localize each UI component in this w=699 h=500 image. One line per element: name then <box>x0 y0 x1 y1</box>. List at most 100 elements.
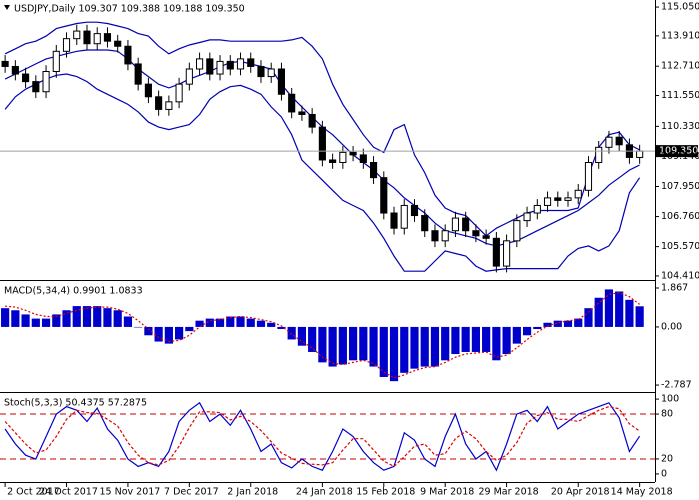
macd-bar <box>338 326 347 365</box>
candle-body <box>636 150 644 158</box>
candle-body <box>216 60 224 75</box>
macd-bar <box>226 316 235 327</box>
macd-bar <box>502 326 511 355</box>
macd-bar <box>123 316 133 327</box>
candle-body <box>503 240 511 267</box>
candle-body <box>1 60 9 67</box>
candle-body <box>52 50 60 73</box>
candle-body <box>196 58 204 70</box>
macd-bar <box>420 326 429 367</box>
macd-bar <box>185 326 194 332</box>
y-tick-label: 107.950 <box>661 181 699 192</box>
candle-body <box>206 58 214 75</box>
macd-bar <box>563 320 573 327</box>
y-tick-label: 1.867 <box>661 283 688 294</box>
candle-body <box>83 30 91 45</box>
macd-bar <box>522 326 532 336</box>
y-tick-label: 112.710 <box>661 61 699 72</box>
macd-bar <box>175 326 184 340</box>
candle-body <box>308 113 316 128</box>
candle-body <box>543 197 552 206</box>
macd-bar <box>93 306 102 327</box>
candle-body <box>462 217 470 232</box>
x-tick-label: 2 Jan 2018 <box>227 487 278 498</box>
candle-body <box>288 93 296 113</box>
macd-bar <box>297 326 307 346</box>
candle-body <box>62 38 71 52</box>
macd-bar <box>492 326 501 361</box>
last-price-label: 109.350 <box>659 146 698 157</box>
x-tick-label: 15 Nov 2017 <box>100 487 161 498</box>
candle-body <box>318 126 326 161</box>
candle-body <box>359 154 367 163</box>
x-tick-label: 9 Mar 2018 <box>420 487 474 498</box>
candle-body <box>185 68 193 85</box>
candle-body <box>329 159 337 163</box>
macd-bar <box>348 326 358 361</box>
candle-body <box>492 237 500 267</box>
macd-bar <box>72 306 81 327</box>
macd-bar <box>82 306 92 327</box>
candle-body <box>595 146 603 163</box>
x-tick-label: 29 Mar 2018 <box>478 487 538 498</box>
candle-body <box>32 81 40 93</box>
candle-body <box>554 197 562 201</box>
macd-bar <box>103 308 112 327</box>
macd-bar <box>379 326 388 377</box>
y-tick-label: -2.787 <box>661 380 692 391</box>
macd-bar <box>400 326 409 373</box>
candle-body <box>175 83 183 103</box>
panel-title: Stoch(5,3,3) 50.4375 57.2875 <box>4 398 147 409</box>
x-tick-label: 24 Oct 2017 <box>39 487 98 498</box>
macd-bar <box>574 318 583 327</box>
last-price-box <box>656 145 698 158</box>
macd-bar <box>430 326 440 367</box>
candle-body <box>165 101 173 110</box>
x-tick-label: 15 Feb 2018 <box>356 487 415 498</box>
candle-body <box>513 220 521 242</box>
candle-body <box>226 60 234 70</box>
stoch-line <box>4 405 640 468</box>
candle-body <box>73 30 81 40</box>
symbol-icon <box>4 5 10 10</box>
y-tick-label: 100 <box>661 394 679 405</box>
macd-bar <box>195 320 204 327</box>
candle-body <box>410 204 419 217</box>
macd-bar <box>615 291 624 327</box>
y-tick-label: 115.050 <box>661 2 699 13</box>
macd-bar <box>441 326 450 361</box>
macd-bar <box>543 322 552 327</box>
macd-bar <box>11 310 20 327</box>
y-tick-label: 109.140 <box>661 151 699 162</box>
macd-bar <box>482 326 491 352</box>
candle-body <box>298 111 306 115</box>
candle-body <box>482 235 490 239</box>
macd-bar <box>164 326 173 344</box>
y-tick-label: 0 <box>661 468 667 479</box>
macd-bar <box>113 310 122 327</box>
macd-bar <box>144 326 153 336</box>
candle-body <box>349 151 357 156</box>
candle-body <box>564 197 572 201</box>
macd-bar <box>533 326 542 330</box>
macd-bar <box>134 326 143 328</box>
candle-body <box>574 189 582 199</box>
macd-bar <box>389 326 399 382</box>
macd-bar <box>1 308 10 327</box>
candle-body <box>523 212 531 222</box>
macd-bar <box>461 326 470 352</box>
candle-body <box>267 68 275 78</box>
x-tick-label: 2 Oct 2017 <box>7 487 60 498</box>
candle-body <box>421 215 429 232</box>
candle-body <box>369 161 378 179</box>
macd-bar <box>154 326 163 342</box>
candle-body <box>114 40 122 47</box>
macd-bar <box>604 289 614 327</box>
candle-body <box>584 161 593 191</box>
candle-body <box>431 230 439 242</box>
candle-body <box>472 230 480 237</box>
macd-bar <box>318 326 327 363</box>
macd-bar <box>308 326 317 352</box>
candle-body <box>451 217 459 232</box>
candle-body <box>605 136 613 148</box>
